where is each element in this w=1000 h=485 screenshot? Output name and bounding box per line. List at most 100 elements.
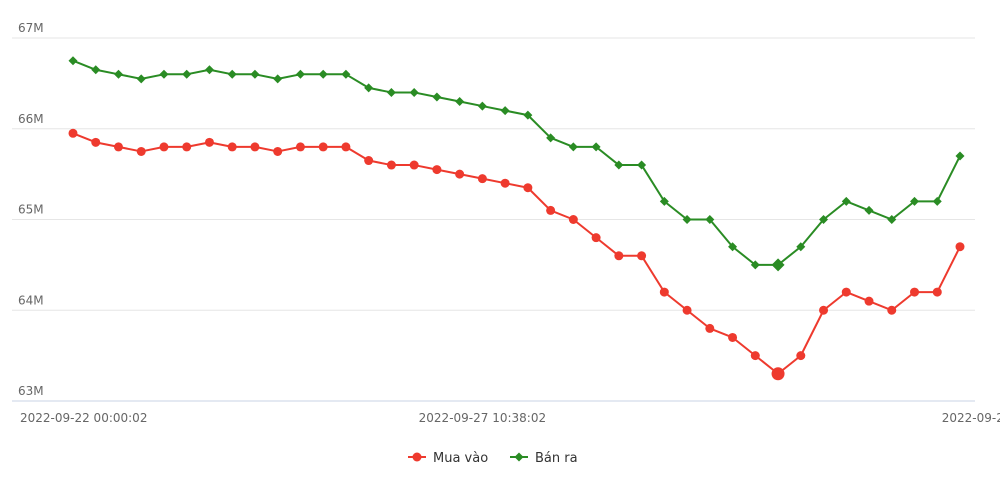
data-point[interactable] bbox=[273, 74, 283, 84]
data-point[interactable] bbox=[614, 251, 624, 261]
data-point[interactable] bbox=[523, 110, 533, 120]
data-point[interactable] bbox=[728, 332, 738, 342]
data-point[interactable] bbox=[771, 258, 785, 272]
grid-lines bbox=[12, 37, 975, 402]
data-point[interactable] bbox=[159, 69, 169, 79]
legend-label: Mua vào bbox=[433, 451, 488, 466]
data-point[interactable] bbox=[91, 137, 101, 147]
data-point[interactable] bbox=[113, 69, 123, 79]
y-tick-label: 65M bbox=[18, 203, 44, 217]
data-point[interactable] bbox=[91, 65, 101, 75]
data-point[interactable] bbox=[455, 97, 465, 107]
data-point[interactable] bbox=[227, 142, 237, 152]
data-point[interactable] bbox=[546, 133, 556, 143]
data-point[interactable] bbox=[182, 142, 192, 152]
data-point[interactable] bbox=[568, 142, 578, 152]
data-point[interactable] bbox=[864, 205, 874, 215]
data-point[interactable] bbox=[136, 74, 146, 84]
data-point[interactable] bbox=[637, 251, 647, 261]
data-point[interactable] bbox=[68, 56, 78, 66]
data-point[interactable] bbox=[295, 142, 305, 152]
legend-label: Bán ra bbox=[535, 451, 578, 466]
data-point[interactable] bbox=[750, 260, 760, 270]
data-point[interactable] bbox=[568, 215, 578, 224]
data-point[interactable] bbox=[113, 142, 123, 152]
data-point[interactable] bbox=[796, 242, 806, 252]
legend-item[interactable]: Bán ra bbox=[510, 451, 578, 466]
data-point[interactable] bbox=[273, 146, 283, 156]
data-point[interactable] bbox=[614, 160, 624, 170]
data-point[interactable] bbox=[432, 92, 442, 102]
data-point[interactable] bbox=[659, 287, 669, 297]
data-point[interactable] bbox=[159, 142, 169, 152]
data-point[interactable] bbox=[841, 287, 851, 297]
data-point[interactable] bbox=[341, 142, 351, 152]
data-point[interactable] bbox=[386, 160, 396, 170]
data-point[interactable] bbox=[409, 160, 419, 170]
data-point[interactable] bbox=[864, 296, 874, 306]
data-point[interactable] bbox=[591, 142, 601, 152]
data-point[interactable] bbox=[523, 183, 533, 193]
data-point[interactable] bbox=[204, 137, 214, 147]
data-point[interactable] bbox=[68, 128, 78, 138]
data-point[interactable] bbox=[932, 287, 942, 297]
data-point[interactable] bbox=[771, 367, 785, 381]
data-point[interactable] bbox=[910, 196, 920, 206]
data-point[interactable] bbox=[796, 351, 806, 361]
series-line bbox=[72, 59, 961, 266]
data-point[interactable] bbox=[386, 87, 396, 97]
data-point[interactable] bbox=[432, 165, 442, 175]
data-point[interactable] bbox=[250, 142, 260, 152]
series-ban-ra bbox=[68, 56, 965, 272]
data-point[interactable] bbox=[955, 242, 965, 252]
data-point[interactable] bbox=[887, 305, 897, 315]
x-tick-label: 2022-09-22 00:00:02 bbox=[20, 411, 147, 425]
data-point[interactable] bbox=[659, 196, 669, 206]
data-point[interactable] bbox=[409, 87, 419, 97]
data-point[interactable] bbox=[955, 151, 965, 161]
data-point[interactable] bbox=[136, 146, 146, 156]
data-point[interactable] bbox=[591, 233, 601, 243]
data-point[interactable] bbox=[932, 196, 942, 206]
data-point[interactable] bbox=[477, 101, 487, 111]
data-point[interactable] bbox=[682, 305, 692, 315]
axes: 63M 64M 65M 66M 67M 2022-09-22 00:00:02 2022-0… bbox=[18, 21, 1000, 425]
series-layer bbox=[68, 56, 965, 381]
data-point[interactable] bbox=[250, 69, 260, 79]
y-tick-label: 67M bbox=[18, 21, 44, 35]
legend-item[interactable]: Mua vào bbox=[408, 451, 488, 466]
legend: Mua vào Bán ra bbox=[408, 451, 578, 466]
data-point[interactable] bbox=[318, 69, 328, 79]
x-tick-label: 2022-09-29 08:32:02 bbox=[942, 411, 1000, 425]
data-point[interactable] bbox=[705, 215, 715, 224]
data-point[interactable] bbox=[546, 205, 556, 215]
data-point[interactable] bbox=[500, 178, 510, 188]
data-point[interactable] bbox=[819, 305, 829, 315]
data-point[interactable] bbox=[364, 83, 374, 93]
data-point[interactable] bbox=[204, 65, 214, 75]
data-point[interactable] bbox=[318, 142, 328, 152]
y-tick-label: 63M bbox=[18, 384, 44, 398]
data-point[interactable] bbox=[295, 69, 305, 79]
data-point[interactable] bbox=[182, 69, 192, 79]
data-point[interactable] bbox=[341, 69, 351, 79]
data-point[interactable] bbox=[705, 323, 715, 333]
y-tick-label: 66M bbox=[18, 112, 44, 126]
data-point[interactable] bbox=[364, 156, 374, 166]
data-point[interactable] bbox=[887, 215, 897, 224]
data-point[interactable] bbox=[637, 160, 647, 170]
data-point[interactable] bbox=[750, 351, 760, 361]
data-point[interactable] bbox=[682, 215, 692, 224]
legend-marker bbox=[412, 452, 422, 462]
data-point[interactable] bbox=[910, 287, 920, 297]
data-point[interactable] bbox=[477, 174, 487, 184]
data-point[interactable] bbox=[455, 169, 465, 179]
data-point[interactable] bbox=[227, 69, 237, 79]
data-point[interactable] bbox=[728, 242, 738, 252]
x-tick-label: 2022-09-27 10:38:02 bbox=[419, 411, 546, 425]
data-point[interactable] bbox=[841, 196, 851, 206]
data-point[interactable] bbox=[819, 215, 829, 224]
data-point[interactable] bbox=[500, 106, 510, 116]
